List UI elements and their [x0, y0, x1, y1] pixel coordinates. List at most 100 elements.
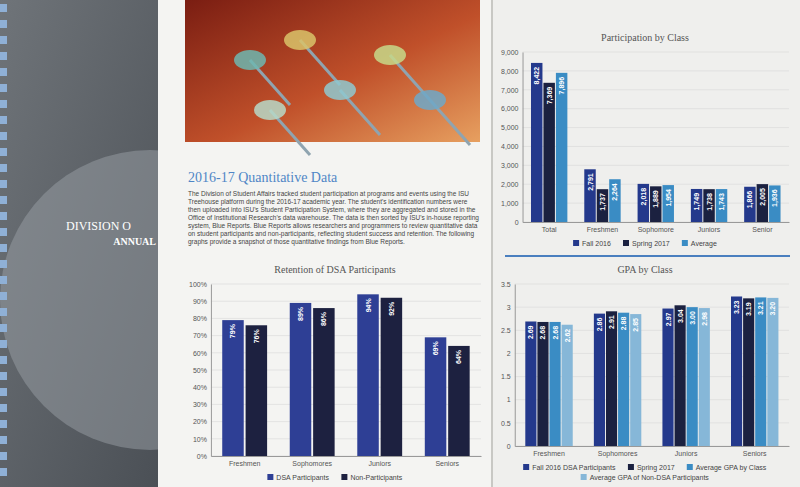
legend-item: Spring 2017 [623, 240, 670, 248]
bar [691, 189, 702, 222]
legend-label: Average [691, 240, 717, 248]
tick-label: Seniors [743, 450, 767, 457]
bar [594, 314, 605, 446]
legend-swatch [687, 464, 693, 470]
legend-label: Average GPA of Non-DSA Participants [590, 474, 710, 482]
x-axis: TotalFreshmenSophomoreJuniorsSenior [523, 222, 789, 234]
tick-label: 0.5 [501, 420, 511, 427]
data-labels: 79%89%94%69%76%86%92%64% [229, 298, 462, 364]
axis-line [211, 456, 481, 457]
legend-label: DSA Participants [276, 474, 329, 482]
cover-stripe [0, 212, 7, 220]
bar [357, 294, 379, 456]
bar [381, 298, 403, 456]
page-title: 2016-17 Quantitative Data [188, 170, 338, 185]
y-tick: 2.5 [501, 327, 515, 334]
bar [687, 307, 698, 446]
legend-label: Spring 2017 [632, 240, 670, 248]
tick-label: Freshmen [587, 226, 619, 233]
tick-label: 90% [193, 298, 207, 305]
bar [767, 298, 778, 446]
x-tick: Juniors [675, 446, 698, 457]
bar [769, 185, 780, 222]
tick-label: 9,000 [501, 49, 519, 56]
cover-stripe [0, 452, 7, 460]
data-label: 86% [320, 311, 327, 326]
y-axis: 00.511.522.533.5 [501, 281, 515, 450]
cover-stripe [0, 228, 7, 236]
data-label: 3.21 [757, 301, 764, 315]
y-tick: 1,000 [501, 200, 523, 207]
x-tick: Total [542, 222, 557, 233]
data-label: 3.04 [677, 309, 684, 323]
data-label: 1,749 [693, 193, 701, 211]
bars [531, 63, 781, 222]
legend-item: Fall 2016 DSA Participants [523, 464, 616, 472]
legend-item: Non-Participants [341, 474, 402, 482]
bar [699, 308, 710, 446]
legend-swatch [573, 240, 579, 246]
tick-label: 40% [193, 384, 207, 391]
data-label: 2,005 [759, 188, 767, 206]
cover-stripe [0, 260, 7, 268]
cover-stripe [0, 244, 7, 252]
grid [211, 284, 481, 456]
tick-label: 2.5 [501, 327, 511, 334]
bar [531, 63, 542, 222]
bar [537, 322, 548, 446]
x-tick: Seniors [743, 446, 767, 457]
data-label: 7,896 [558, 77, 566, 95]
data-label: 2.69 [527, 325, 534, 339]
legend-item: Average GPA of Non-DSA Participants [581, 474, 710, 482]
bar [716, 189, 727, 222]
legend-label: Average GPA by Class [696, 464, 767, 472]
tick-label: Total [542, 226, 557, 233]
cover-stripe [0, 4, 7, 12]
right-page [492, 0, 800, 487]
tick-label: 0 [507, 443, 511, 450]
legend-swatch [628, 464, 634, 470]
data-label: 1,743 [718, 193, 726, 211]
cover-stripe [0, 324, 7, 332]
bar [313, 308, 335, 456]
y-tick: 1 [507, 396, 515, 403]
bars [222, 294, 469, 456]
tick-label: 3,000 [501, 162, 519, 169]
photo-decoration [284, 30, 316, 50]
bar [650, 186, 661, 222]
data-label: 7,369 [546, 87, 554, 105]
y-axis: 0%10%20%30%40%50%60%70%80%90%100% [189, 281, 211, 460]
bar [556, 73, 567, 222]
cover-subtitle: ANNUAL [113, 236, 156, 247]
data-label: 1,954 [665, 189, 673, 207]
y-tick: 7,000 [501, 87, 523, 94]
photo-decoration [254, 100, 286, 120]
legend-swatch [682, 240, 688, 246]
data-label: 1,936 [771, 189, 779, 207]
cover-stripe [0, 116, 7, 124]
tick-label: Freshmen [533, 450, 565, 457]
legend-label: Spring 2017 [637, 464, 675, 472]
tick-label: 6,000 [501, 105, 519, 112]
tick-label: 0% [197, 453, 207, 460]
photo [185, 0, 480, 142]
data-label: 89% [297, 306, 304, 321]
cover-stripe [0, 308, 7, 316]
data-labels: 2.692.862.973.232.682.913.043.192.682.88… [527, 300, 776, 342]
x-tick: Freshmen [587, 222, 619, 233]
data-label: 2.85 [632, 318, 639, 332]
chart: GPA by ClassFall 2016 DSA ParticipantsSp… [501, 264, 790, 482]
data-label: 2.68 [539, 326, 546, 340]
bar [222, 320, 244, 456]
axis-line [523, 53, 524, 223]
bar [584, 169, 595, 222]
legend: Fall 2016Spring 2017Average [573, 240, 717, 248]
legend: Fall 2016 DSA Participants Spring 2017 Ave… [523, 464, 767, 482]
bar [597, 189, 608, 222]
y-tick: 20% [193, 418, 211, 425]
y-tick: 2,000 [501, 181, 523, 188]
y-tick: 80% [193, 315, 211, 322]
y-tick: 1.5 [501, 373, 515, 380]
data-label: 2.97 [665, 312, 672, 326]
paragraph-line: Treehouse platform during the 2016-17 ac… [188, 198, 468, 206]
